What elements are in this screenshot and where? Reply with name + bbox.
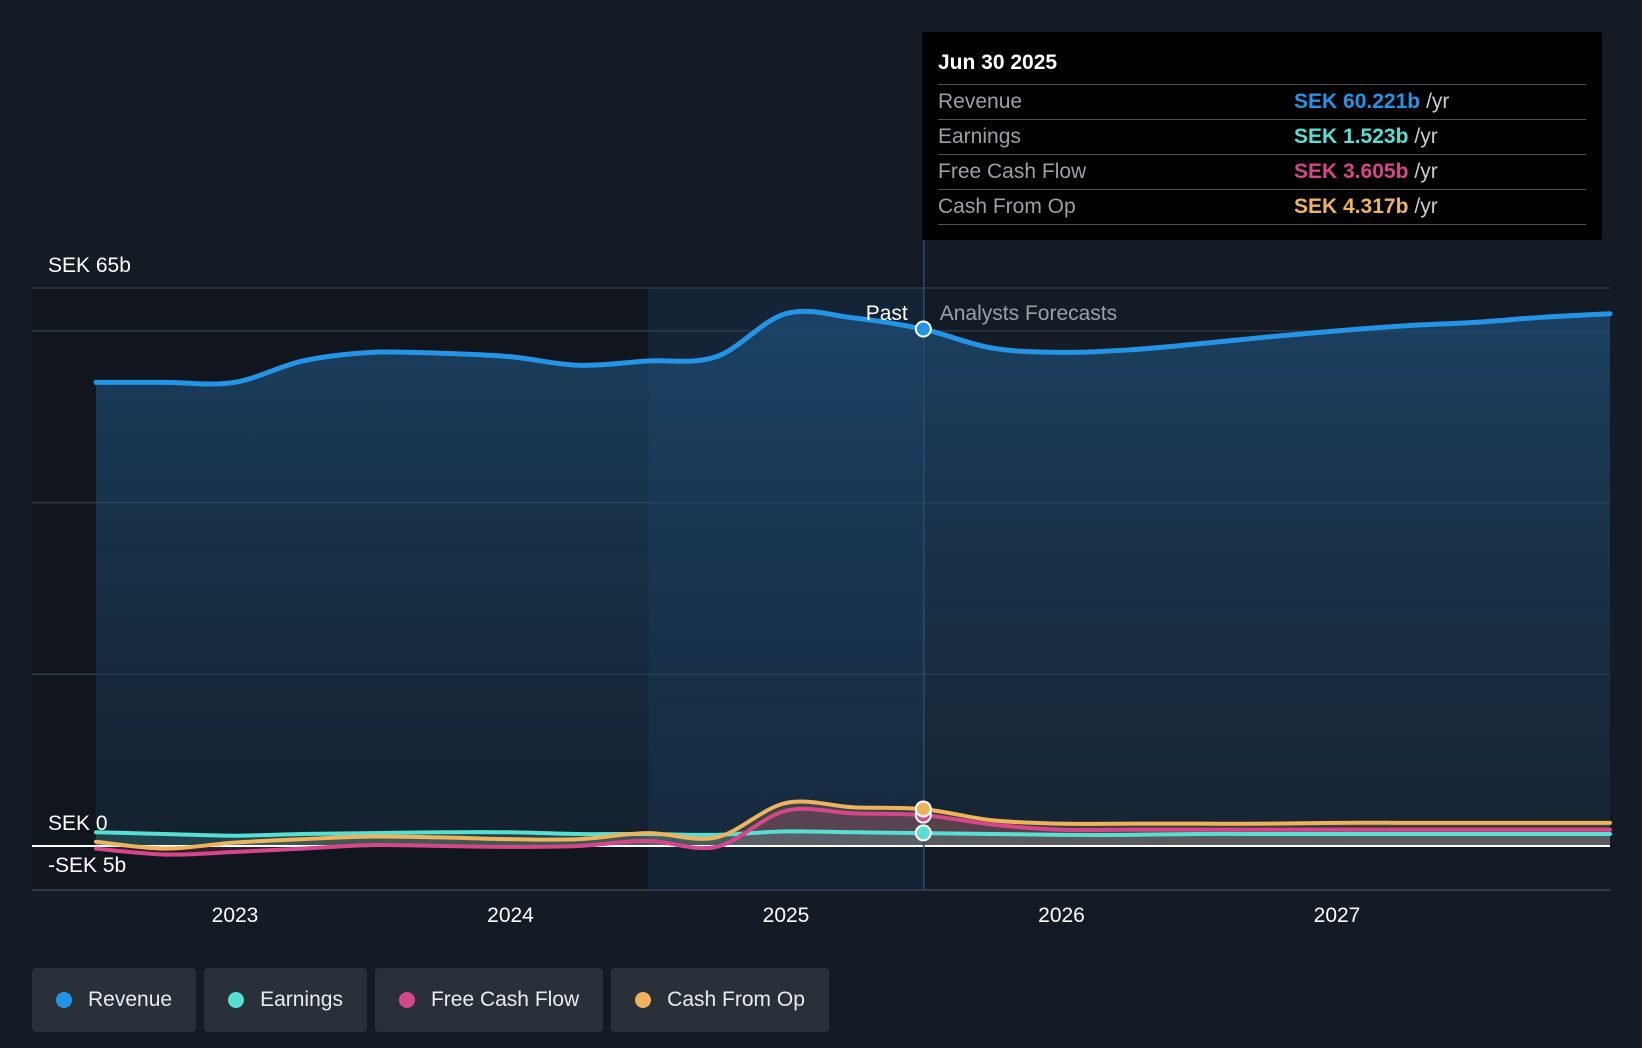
tooltip-value: SEK 4.317b: [1294, 195, 1409, 218]
series-line-free-cash-flow: [94, 806, 1612, 857]
legend-dot-icon: [398, 992, 415, 1008]
x-tick-label: 2026: [1038, 904, 1085, 927]
tooltip-label: Earnings: [938, 125, 1021, 148]
tooltip-unit: /yr: [1414, 125, 1438, 148]
tooltip-label: Free Cash Flow: [938, 160, 1087, 183]
x-tick-label: 2027: [1314, 904, 1361, 927]
y-tick-label: SEK 65b: [48, 254, 131, 277]
tooltip-row-earnings: Earnings SEK 1.523b /yr: [938, 119, 1586, 154]
tooltip: Jun 30 2025 Revenue SEK 60.221b /yr Earn…: [922, 32, 1602, 240]
tooltip-row-cash-from-op: Cash From Op SEK 4.317b /yr: [938, 189, 1586, 225]
marker-earnings: [914, 824, 932, 842]
x-tick-label: 2025: [763, 904, 810, 927]
tooltip-value: SEK 60.221b: [1294, 90, 1421, 113]
legend-label: Revenue: [88, 988, 173, 1011]
past-label: Past: [866, 302, 908, 325]
legend-label: Earnings: [260, 988, 343, 1011]
series-area-cash-from-op: [96, 801, 1610, 849]
legend-label: Cash From Op: [667, 988, 805, 1011]
y-tick-label: -SEK 5b: [48, 854, 126, 877]
legend-dot-icon: [228, 992, 245, 1008]
legend-dot-icon: [635, 992, 652, 1008]
x-tick-label: 2024: [487, 904, 534, 927]
marker-revenue: [914, 320, 932, 338]
x-tick-label: 2023: [212, 904, 259, 927]
legend: Revenue Earnings Free Cash Flow Cash Fro…: [32, 968, 829, 1032]
tooltip-row-free-cash-flow: Free Cash Flow SEK 3.605b /yr: [938, 154, 1586, 189]
tooltip-unit: /yr: [1426, 90, 1450, 113]
legend-label: Free Cash Flow: [430, 988, 580, 1011]
tooltip-value: SEK 1.523b: [1294, 125, 1409, 148]
tooltip-unit: /yr: [1414, 195, 1438, 218]
tooltip-label: Cash From Op: [938, 195, 1076, 218]
legend-item-cash-from-op[interactable]: Cash From Op: [611, 968, 829, 1032]
forecast-label: Analysts Forecasts: [940, 302, 1117, 325]
tooltip-value: SEK 3.605b: [1294, 160, 1409, 183]
legend-dot-icon: [56, 992, 72, 1008]
tooltip-date: Jun 30 2025: [938, 51, 1058, 74]
y-tick-label: SEK 0: [48, 812, 108, 835]
series-line-earnings: [94, 829, 1612, 838]
tooltip-label: Revenue: [938, 90, 1023, 113]
legend-item-free-cash-flow[interactable]: Free Cash Flow: [374, 968, 604, 1032]
legend-item-earnings[interactable]: Earnings: [204, 968, 367, 1032]
series-line-revenue: [93, 308, 1613, 387]
revenue-area: [96, 311, 1610, 846]
legend-item-revenue[interactable]: Revenue: [32, 968, 197, 1032]
tooltip-unit: /yr: [1414, 160, 1438, 183]
series-line-cash-from-op: [94, 799, 1612, 851]
tooltip-row-revenue: Revenue SEK 60.221b /yr: [938, 84, 1586, 119]
marker-cash-from-op: [914, 800, 932, 818]
